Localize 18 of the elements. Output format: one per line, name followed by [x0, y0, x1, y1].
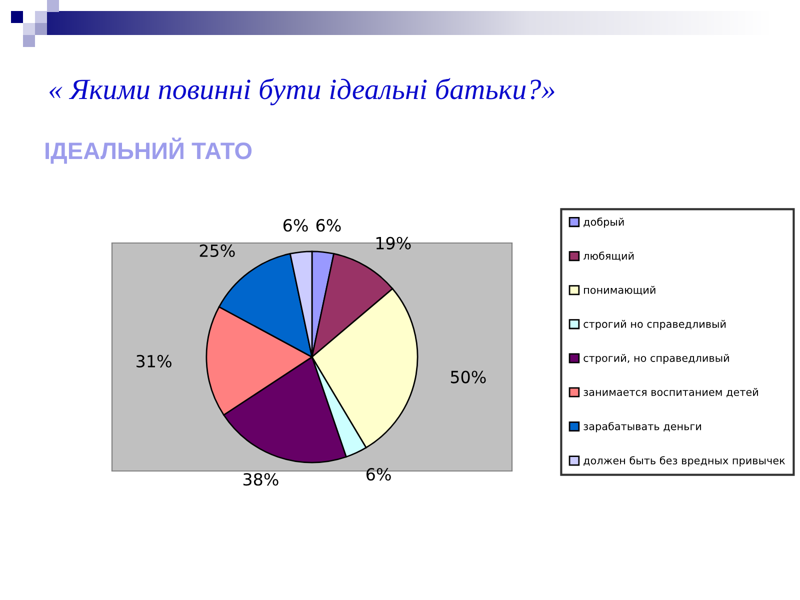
- legend-label: строгий, но справедливый: [584, 354, 729, 364]
- chart-subtitle: ІДЕАЛЬНИЙ ТАТО: [46, 138, 252, 164]
- legend-label: любящий: [583, 252, 634, 262]
- chart-title: « Якими повинні бути ідеальні батьки?»: [50, 78, 554, 106]
- legend-label: строгий но справедливый: [584, 320, 726, 330]
- data-label: 6%: [316, 219, 341, 232]
- data-label: 38%: [243, 473, 278, 486]
- data-label: 6%: [366, 468, 391, 481]
- legend-label: добрый: [584, 218, 624, 228]
- data-label: 25%: [200, 244, 235, 258]
- data-label: 19%: [376, 236, 411, 250]
- data-label: 31%: [136, 354, 172, 368]
- legend-label: зарабатывать деньги: [584, 422, 701, 432]
- legend-label: понимающий: [584, 286, 656, 296]
- legend-label: должен быть без вредных привычек: [584, 456, 786, 466]
- data-label: 50%: [450, 370, 486, 384]
- data-label: 6%: [283, 219, 308, 232]
- legend-label: занимается воспитанием детей: [584, 388, 758, 398]
